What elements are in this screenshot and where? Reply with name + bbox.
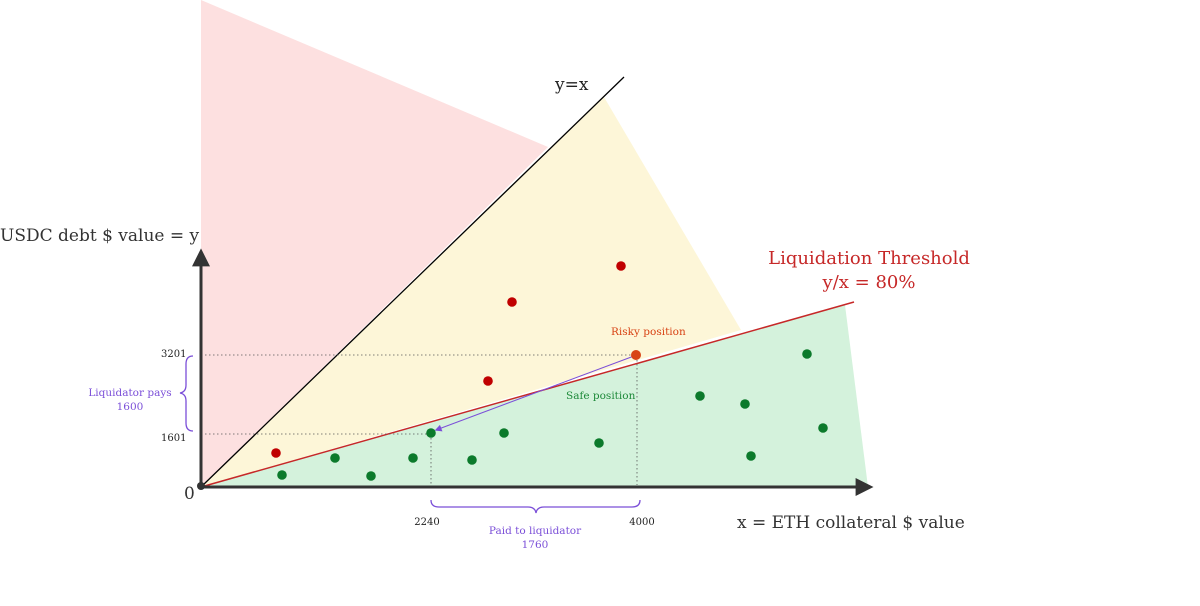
- positions: [271, 261, 828, 481]
- identity-line: [200, 76, 625, 488]
- y-tick-low: 1601: [161, 433, 186, 444]
- risky-position-label: Risky position: [611, 326, 686, 338]
- safe-point: [499, 428, 509, 438]
- safe-point: [366, 471, 376, 481]
- liquidator-pays-value: 1600: [117, 401, 144, 413]
- liquidation-arrow: [434, 355, 635, 432]
- safe-point: [802, 349, 812, 359]
- safe-point: [746, 451, 756, 461]
- threshold-line: [200, 301, 855, 488]
- safe-point: [740, 399, 750, 409]
- risky-point: [507, 297, 517, 307]
- liquidator-pays-brace: [179, 355, 194, 432]
- safe-point: [695, 391, 705, 401]
- origin-label: 0: [184, 484, 195, 504]
- safe-point: [277, 470, 287, 480]
- liquidator-pays-label: Liquidator pays: [88, 387, 171, 399]
- safe-point: [467, 455, 477, 465]
- identity-line-label: y=x: [554, 75, 589, 95]
- y-axis-label: USDC debt $ value = y: [0, 226, 200, 246]
- origin-dot: [197, 482, 205, 490]
- threshold-title: Liquidation Threshold: [768, 248, 970, 269]
- unsafe-region: [201, 0, 548, 487]
- x-tick-high: 4000: [629, 517, 654, 528]
- safe-point: [818, 423, 828, 433]
- highlighted-safe-position: [426, 428, 436, 438]
- highlighted-risky-position: [631, 350, 641, 360]
- risky-point: [483, 376, 493, 386]
- paid-to-liquidator-value: 1760: [522, 539, 549, 551]
- threshold-formula: y/x = 80%: [822, 272, 916, 293]
- safe-point: [330, 453, 340, 463]
- risky-point: [271, 448, 281, 458]
- y-tick-high: 3201: [161, 349, 186, 360]
- risky-point: [616, 261, 626, 271]
- risky-region: [201, 97, 741, 487]
- paid-to-liquidator-brace: [430, 499, 641, 514]
- x-tick-low: 2240: [414, 517, 439, 528]
- safe-point: [594, 438, 604, 448]
- paid-to-liquidator-label: Paid to liquidator: [489, 525, 582, 537]
- safe-point: [408, 453, 418, 463]
- safe-position-label: Safe position: [566, 390, 636, 402]
- x-axis-label: x = ETH collateral $ value: [737, 513, 965, 533]
- safe-region: [201, 305, 868, 487]
